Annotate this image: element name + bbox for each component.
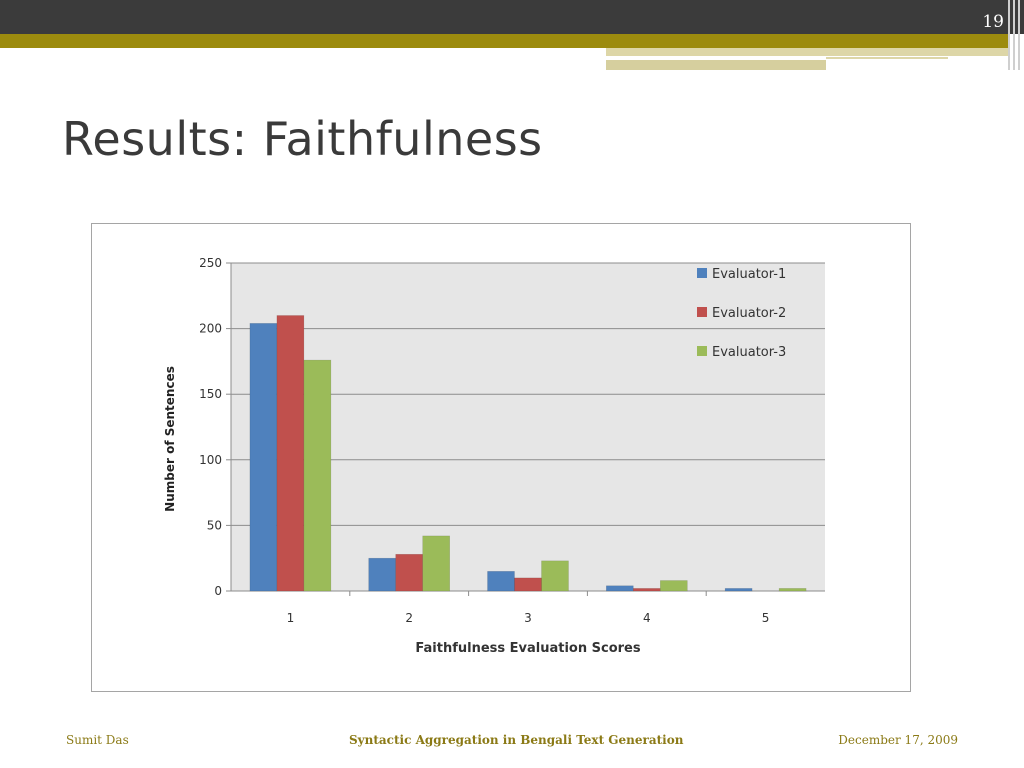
legend-swatch [697, 268, 707, 278]
slide-top-bar [0, 0, 1024, 34]
x-tick-label: 2 [405, 611, 413, 625]
bar [368, 557, 397, 592]
bar [778, 588, 807, 592]
bar [395, 553, 424, 592]
slide-accent-stripe [0, 34, 1008, 48]
slide-accent-line [826, 57, 948, 59]
bar [514, 577, 542, 592]
legend-label: Evaluator-1 [712, 267, 786, 282]
footer-date: December 17, 2009 [838, 733, 958, 747]
slide-accent-stripe-light [606, 48, 1008, 56]
bar [303, 359, 332, 592]
bar [487, 571, 515, 592]
slide-title: Results: Faithfulness [62, 112, 543, 166]
legend-label: Evaluator-2 [712, 306, 786, 321]
slide-accent-stripe-light-lower [606, 60, 826, 70]
legend-swatch [697, 307, 707, 317]
chart-frame: 0 50 100 150 200 250 1 2 3 4 5 Faithfulness Evaluat… [91, 223, 911, 692]
footer-talk-title: Syntactic Aggregation in Bengali Text Ge… [349, 733, 684, 747]
x-tick-label: 4 [643, 611, 651, 625]
x-axis-title: Faithfulness Evaluation Scores [415, 641, 640, 656]
bar [422, 535, 451, 592]
y-tick-label: 150 [199, 387, 222, 401]
bar [249, 323, 278, 592]
bar [605, 585, 634, 592]
legend-label: Evaluator-3 [712, 345, 786, 360]
y-tick-label: 0 [214, 584, 222, 598]
y-tick-label: 100 [199, 453, 222, 467]
bar [724, 588, 753, 592]
slide-number: 19 [982, 12, 1004, 32]
legend-swatch [697, 346, 707, 356]
bar [659, 580, 688, 592]
x-tick-label: 1 [287, 611, 295, 625]
x-tick-label: 5 [762, 611, 770, 625]
bar-chart: 0 50 100 150 200 250 1 2 3 4 5 Faithfulness Evaluat… [163, 256, 825, 656]
y-tick-label: 200 [199, 322, 222, 336]
bar [276, 315, 305, 592]
x-tick-label: 3 [524, 611, 532, 625]
y-tick-label: 250 [199, 256, 222, 270]
bar [541, 560, 569, 592]
footer-author: Sumit Das [66, 733, 129, 747]
slide-corner-decoration [1006, 0, 1024, 70]
bar [632, 588, 661, 592]
y-tick-label: 50 [207, 518, 222, 532]
y-axis-title: Number of Sentences [163, 366, 177, 512]
